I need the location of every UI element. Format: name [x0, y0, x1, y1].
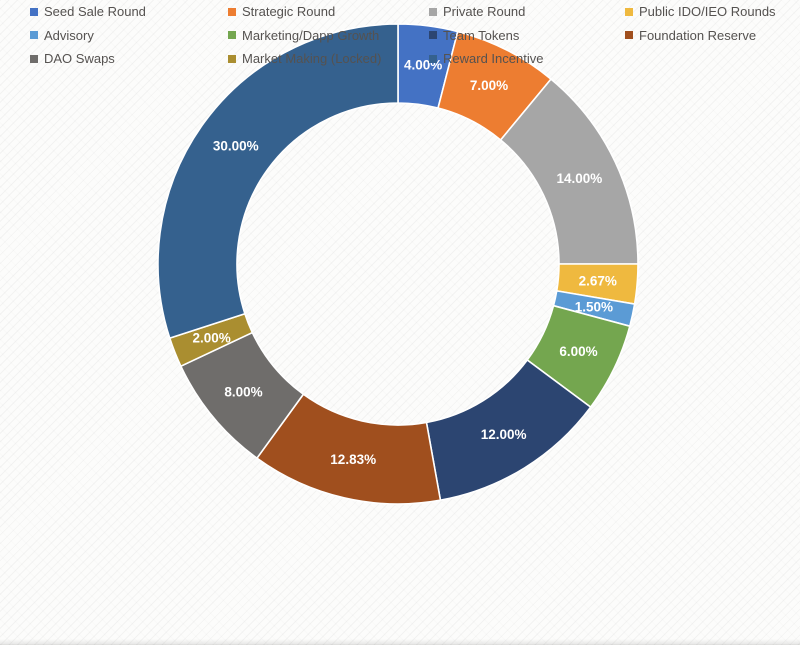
donut-chart: 4.00%7.00%14.00%2.67%1.50%6.00%12.00%12.…	[157, 23, 639, 505]
bottom-edge-shade	[0, 639, 800, 645]
legend-item-label: Team Tokens	[443, 27, 520, 43]
legend-swatch-icon	[228, 7, 236, 16]
legend-item: Public IDO/IEO Rounds	[625, 4, 800, 19]
legend-item-label: Foundation Reserve	[639, 27, 757, 43]
legend-swatch-icon	[30, 7, 38, 16]
legend-item: Market Making (Locked)	[228, 51, 429, 66]
legend-item: Reward Incentive	[429, 51, 625, 66]
legend-item: Seed Sale Round	[30, 4, 228, 19]
legend-item-label: Market Making (Locked)	[242, 51, 382, 67]
legend-item-label: Seed Sale Round	[44, 4, 146, 20]
legend-swatch-icon	[429, 31, 437, 40]
legend-item: DAO Swaps	[30, 51, 228, 66]
chart-legend: Seed Sale Round Strategic Round Private Ro…	[0, 0, 800, 71]
legend-swatch-icon	[429, 7, 437, 16]
legend-item: Foundation Reserve	[625, 28, 800, 43]
legend-item-label: DAO Swaps	[44, 51, 115, 67]
legend-item-label: Marketing/Dapp Growth	[242, 27, 380, 43]
data-label: 8.00%	[224, 384, 262, 399]
legend-swatch-icon	[625, 7, 633, 16]
legend-item-label: Strategic Round	[242, 4, 336, 20]
legend-swatch-icon	[228, 31, 236, 40]
data-label: 2.67%	[579, 273, 617, 288]
chart-segment	[157, 23, 399, 339]
legend-swatch-icon	[228, 54, 236, 63]
legend-item-label: Reward Incentive	[443, 51, 544, 67]
data-label: 12.00%	[481, 427, 527, 442]
legend-swatch-icon	[30, 54, 38, 63]
legend-swatch-icon	[429, 54, 437, 63]
data-label: 6.00%	[559, 344, 597, 359]
legend-item: Advisory	[30, 28, 228, 43]
data-label: 1.50%	[575, 299, 613, 314]
legend-swatch-icon	[30, 31, 38, 40]
legend-item-label: Private Round	[443, 4, 526, 20]
legend-item-label: Public IDO/IEO Rounds	[639, 4, 776, 20]
legend-item: Team Tokens	[429, 28, 625, 43]
data-label: 30.00%	[213, 139, 259, 154]
data-label: 14.00%	[557, 171, 603, 186]
data-label: 7.00%	[470, 78, 508, 93]
legend-item: Marketing/Dapp Growth	[228, 28, 429, 43]
legend-item: Strategic Round	[228, 4, 429, 19]
legend-swatch-icon	[625, 31, 633, 40]
legend-item-label: Advisory	[44, 27, 94, 43]
data-label: 2.00%	[192, 330, 230, 345]
legend-item: Private Round	[429, 4, 625, 19]
data-label: 12.83%	[330, 452, 376, 467]
